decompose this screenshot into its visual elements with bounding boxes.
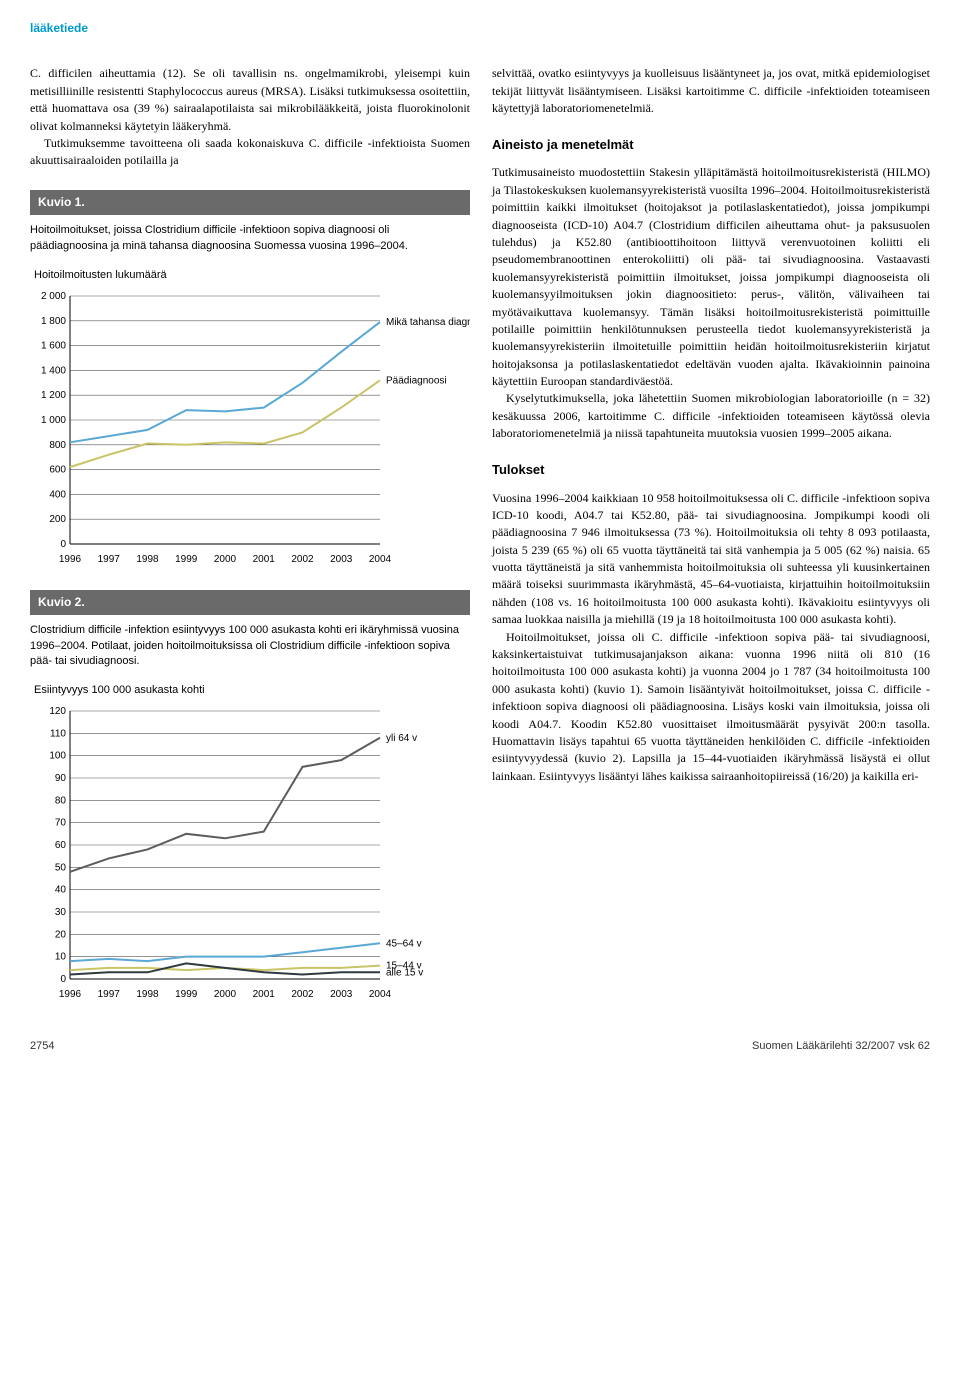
svg-text:90: 90 — [55, 773, 67, 784]
figure-1-caption: Hoitoilmoitukset, joissa Clostridium dif… — [30, 223, 470, 254]
right-paragraph-4: Vuosina 1996–2004 kaikkiaan 10 958 hoito… — [492, 490, 930, 629]
svg-text:40: 40 — [55, 885, 67, 896]
right-paragraph-5: Hoitoilmoitukset, joissa oli C. difficil… — [492, 629, 930, 786]
svg-text:2001: 2001 — [253, 554, 276, 565]
svg-text:80: 80 — [55, 796, 67, 807]
svg-text:1998: 1998 — [136, 989, 159, 1000]
svg-text:1 400: 1 400 — [41, 365, 66, 376]
figure-1-ytitle: Hoitoilmoitusten lukumäärä — [34, 268, 470, 284]
figure-2-caption: Clostridium difficile -infektion esiinty… — [30, 623, 470, 669]
svg-text:200: 200 — [49, 514, 66, 525]
svg-text:400: 400 — [49, 489, 66, 500]
svg-text:800: 800 — [49, 440, 66, 451]
svg-text:alle 15 v: alle 15 v — [386, 968, 423, 979]
svg-text:1999: 1999 — [175, 554, 198, 565]
right-paragraph-1: selvittää, ovatko esiintyvyys ja kuollei… — [492, 65, 930, 117]
svg-text:2004: 2004 — [369, 989, 392, 1000]
figure-1-svg: 0 200 400 600 800 1 000 1 200 1 400 1 600 1 800 2 … — [30, 290, 470, 570]
svg-text:1 800: 1 800 — [41, 316, 66, 327]
heading-tulokset: Tulokset — [492, 461, 930, 480]
right-paragraph-2: Tutkimusaineisto muodostettiin Stakesin … — [492, 164, 930, 390]
svg-text:1 200: 1 200 — [41, 390, 66, 401]
right-column: selvittää, ovatko esiintyvyys ja kuollei… — [492, 65, 930, 1013]
svg-text:50: 50 — [55, 863, 67, 874]
left-paragraph-1: C. difficilen aiheuttamia (12). Se oli t… — [30, 65, 470, 135]
svg-text:600: 600 — [49, 464, 66, 475]
svg-text:0: 0 — [60, 974, 66, 985]
svg-text:1997: 1997 — [98, 989, 121, 1000]
svg-text:0: 0 — [60, 539, 66, 550]
svg-text:yli 64 v: yli 64 v — [386, 733, 417, 744]
figure-1-chart: 0 200 400 600 800 1 000 1 200 1 400 1 600 1 800 2 … — [30, 290, 470, 570]
figure-2-ytitle: Esiintyvyys 100 000 asukasta kohti — [34, 683, 470, 699]
svg-text:70: 70 — [55, 818, 67, 829]
svg-text:110: 110 — [50, 729, 66, 740]
figure-2-svg: 0 10 20 30 40 50 60 70 80 90 100 110 120 1996 1997 1998… — [30, 705, 470, 1005]
svg-text:1997: 1997 — [98, 554, 121, 565]
svg-text:120: 120 — [49, 706, 66, 717]
svg-text:100: 100 — [49, 751, 66, 762]
page-number: 2754 — [30, 1039, 54, 1055]
heading-aineisto: Aineisto ja menetelmät — [492, 136, 930, 155]
svg-text:10: 10 — [55, 952, 67, 963]
svg-text:1996: 1996 — [59, 554, 82, 565]
journal-info: Suomen Lääkärilehti 32/2007 vsk 62 — [752, 1039, 930, 1055]
svg-text:2002: 2002 — [291, 554, 314, 565]
svg-text:1 000: 1 000 — [41, 415, 66, 426]
svg-text:2000: 2000 — [214, 989, 237, 1000]
svg-text:2002: 2002 — [291, 989, 314, 1000]
figure-1-label: Kuvio 1. — [30, 190, 470, 215]
svg-text:1999: 1999 — [175, 989, 198, 1000]
svg-text:1 600: 1 600 — [41, 340, 66, 351]
svg-text:45–64 v: 45–64 v — [386, 939, 422, 950]
svg-text:1998: 1998 — [136, 554, 159, 565]
right-paragraph-3: Kyselytutkimuksella, joka lähetettiin Su… — [492, 390, 930, 442]
left-column: C. difficilen aiheuttamia (12). Se oli t… — [30, 65, 470, 1013]
svg-text:30: 30 — [55, 907, 67, 918]
svg-text:2004: 2004 — [369, 554, 392, 565]
left-paragraph-2: Tutkimuksemme tavoitteena oli saada koko… — [30, 135, 470, 170]
page-footer: 2754 Suomen Lääkärilehti 32/2007 vsk 62 — [30, 1039, 930, 1055]
svg-text:2003: 2003 — [330, 554, 353, 565]
svg-text:Mikä tahansa diagnoosi: Mikä tahansa diagnoosi — [386, 317, 470, 328]
svg-text:Päädiagnoosi: Päädiagnoosi — [386, 375, 447, 386]
figure-2-chart: 0 10 20 30 40 50 60 70 80 90 100 110 120 1996 1997 1998… — [30, 705, 470, 1005]
svg-text:2001: 2001 — [253, 989, 276, 1000]
section-tag: lääketiede — [30, 20, 930, 37]
svg-text:2 000: 2 000 — [41, 291, 66, 302]
two-column-layout: C. difficilen aiheuttamia (12). Se oli t… — [30, 65, 930, 1013]
svg-text:2000: 2000 — [214, 554, 237, 565]
svg-text:2003: 2003 — [330, 989, 353, 1000]
svg-text:1996: 1996 — [59, 989, 82, 1000]
figure-2-label: Kuvio 2. — [30, 590, 470, 615]
svg-text:20: 20 — [55, 930, 67, 941]
svg-text:60: 60 — [55, 840, 67, 851]
